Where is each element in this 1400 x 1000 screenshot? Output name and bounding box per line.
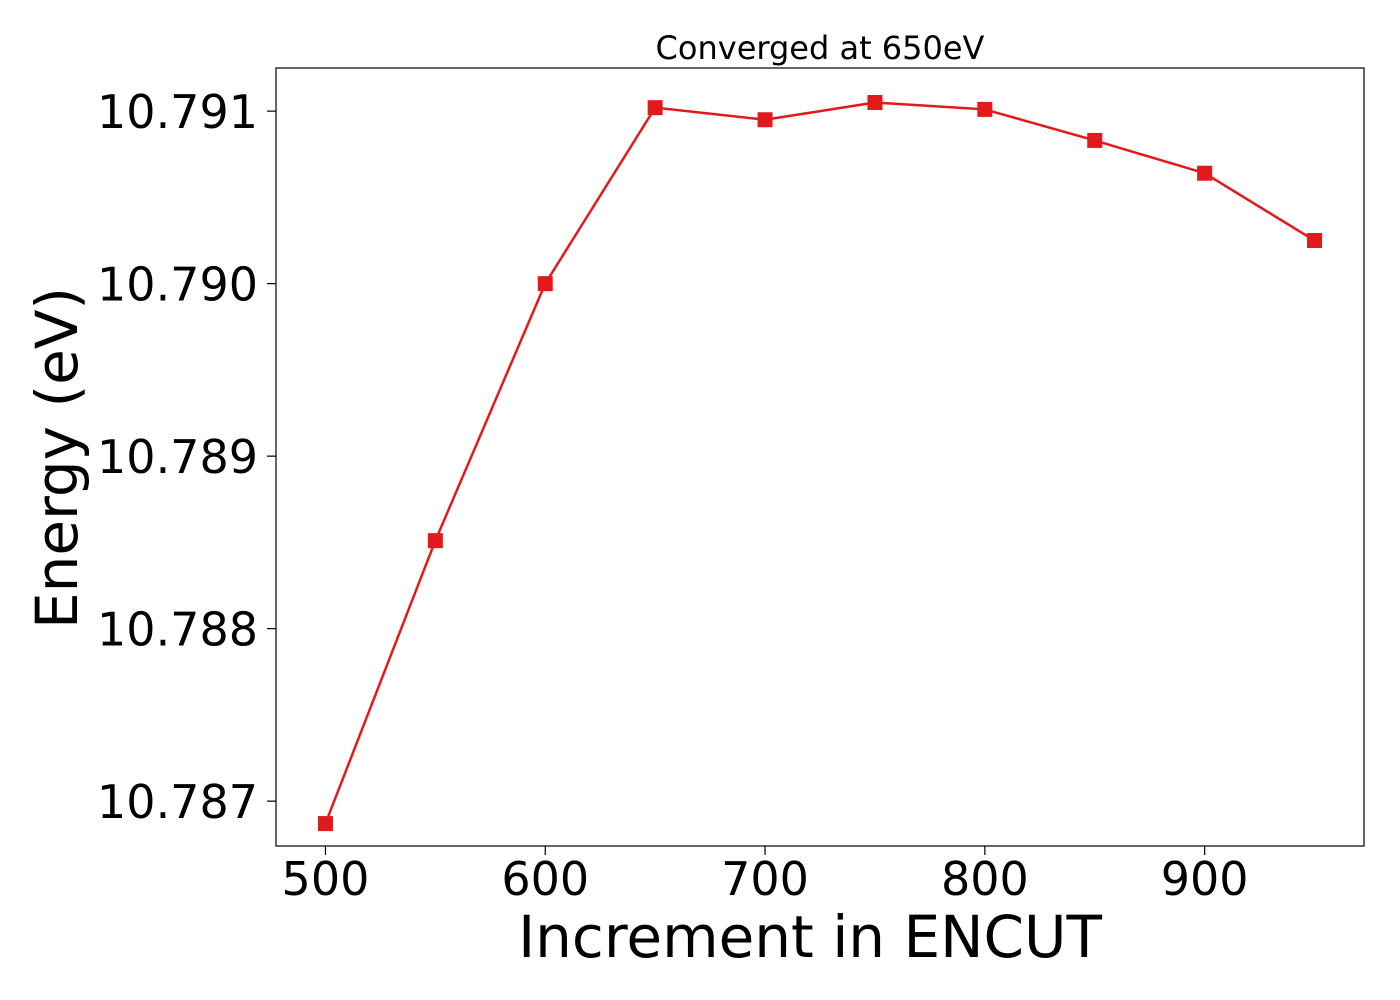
y-tick-label: 10.788	[97, 603, 258, 657]
x-axis-label: Increment in ENCUT	[518, 903, 1102, 971]
y-tick-label: 10.789	[97, 430, 258, 484]
y-tick-label: 10.791	[97, 85, 258, 139]
x-tick-label: 800	[941, 852, 1029, 906]
y-axis: 10.787 10.788 10.789 10.790 10.791	[97, 85, 276, 829]
x-tick-label: 700	[721, 852, 809, 906]
y-axis-label: Energy (eV)	[23, 287, 91, 629]
series-layer	[317, 95, 1323, 832]
data-point-marker	[867, 95, 883, 111]
plot-frame	[275, 67, 1365, 847]
data-point-marker	[1197, 165, 1213, 181]
x-tick-label: 900	[1161, 852, 1249, 906]
x-tick-label: 500	[282, 852, 370, 906]
data-point-marker	[537, 276, 553, 292]
x-axis: 500 600 700 800 900	[282, 846, 1249, 906]
data-point-marker	[1307, 233, 1323, 249]
data-point-marker	[317, 816, 333, 832]
series-line	[324, 101, 1316, 825]
data-point-marker	[427, 533, 443, 549]
plot-area	[275, 67, 1365, 847]
data-point-marker	[757, 112, 773, 128]
chart-title: Converged at 650eV	[656, 29, 985, 67]
y-tick-label: 10.790	[97, 258, 258, 312]
data-point-marker	[647, 100, 663, 116]
x-tick-label: 600	[501, 852, 589, 906]
data-point-marker	[1087, 132, 1103, 148]
y-tick-label: 10.787	[97, 775, 258, 829]
data-point-marker	[977, 101, 993, 117]
